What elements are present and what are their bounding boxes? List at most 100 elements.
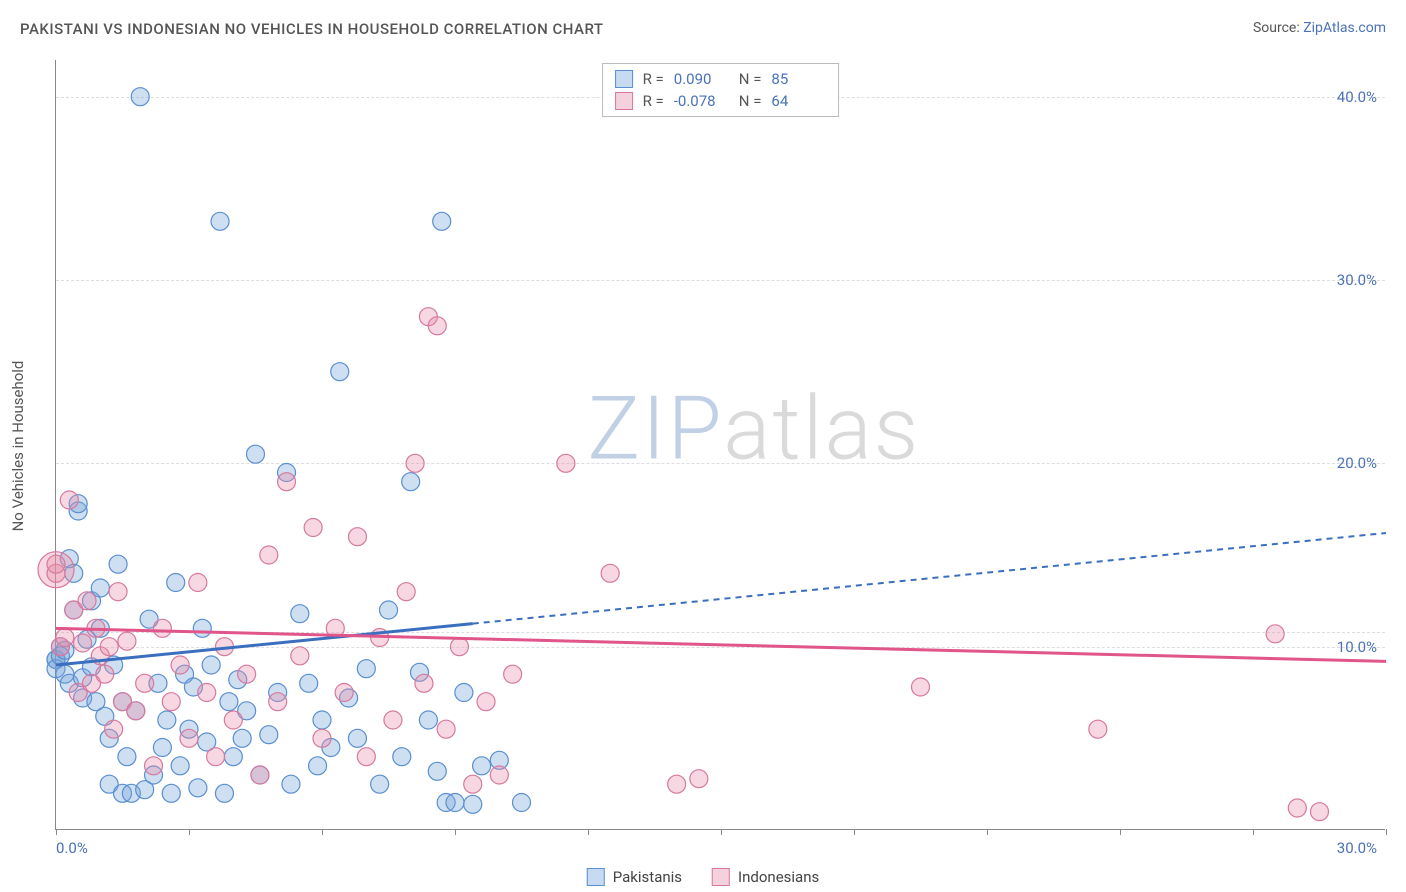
scatter-point bbox=[260, 726, 278, 744]
x-tick bbox=[1253, 829, 1254, 835]
scatter-point bbox=[504, 665, 522, 683]
scatter-point bbox=[393, 748, 411, 766]
source-prefix: Source: bbox=[1253, 20, 1303, 36]
scatter-point bbox=[335, 684, 353, 702]
plot-area: ZIPatlas 10.0%20.0%30.0%40.0% 0.0% 30.0%… bbox=[55, 60, 1385, 830]
scatter-point bbox=[131, 88, 149, 106]
scatter-point bbox=[477, 693, 495, 711]
scatter-point bbox=[260, 546, 278, 564]
source-link[interactable]: ZipAtlas.com bbox=[1303, 20, 1386, 36]
scatter-point bbox=[313, 711, 331, 729]
scatter-point bbox=[912, 678, 930, 696]
scatter-point bbox=[371, 775, 389, 793]
scatter-point bbox=[189, 574, 207, 592]
stat-N-indonesians: 64 bbox=[771, 92, 826, 110]
scatter-point bbox=[1089, 720, 1107, 738]
swatch-blue-icon bbox=[615, 70, 633, 88]
scatter-point bbox=[215, 784, 233, 802]
scatter-point bbox=[433, 212, 451, 230]
scatter-point bbox=[158, 711, 176, 729]
scatter-point bbox=[1311, 803, 1329, 821]
scatter-point bbox=[304, 519, 322, 537]
scatter-point bbox=[437, 720, 455, 738]
scatter-point bbox=[668, 775, 686, 793]
stat-R-label-2: R = bbox=[643, 92, 664, 110]
scatter-point bbox=[1288, 799, 1306, 817]
bottom-legend: Pakistanis Indonesians bbox=[587, 868, 819, 886]
scatter-point bbox=[269, 693, 287, 711]
scatter-point bbox=[224, 711, 242, 729]
stat-R-indonesians: -0.078 bbox=[674, 92, 729, 110]
x-tick bbox=[455, 829, 456, 835]
scatter-point bbox=[153, 739, 171, 757]
scatter-point bbox=[189, 779, 207, 797]
stats-row-indonesians: R = -0.078 N = 64 bbox=[615, 90, 827, 112]
scatter-point bbox=[446, 794, 464, 812]
stat-N-label-2: N = bbox=[739, 92, 762, 110]
scatter-point bbox=[397, 583, 415, 601]
legend-item-indonesians: Indonesians bbox=[712, 868, 819, 886]
swatch-pink-icon bbox=[615, 92, 633, 110]
scatter-point bbox=[455, 684, 473, 702]
scatter-point bbox=[251, 766, 269, 784]
x-tick bbox=[1120, 829, 1121, 835]
scatter-point bbox=[162, 784, 180, 802]
scatter-point bbox=[127, 702, 145, 720]
scatter-point bbox=[153, 619, 171, 637]
scatter-point bbox=[384, 711, 402, 729]
scatter-point bbox=[118, 632, 136, 650]
scatter-point bbox=[100, 638, 118, 656]
scatter-point bbox=[193, 619, 211, 637]
scatter-point bbox=[557, 454, 575, 472]
x-tick bbox=[1386, 829, 1387, 835]
swatch-pink-icon bbox=[712, 868, 730, 886]
stats-row-pakistanis: R = 0.090 N = 85 bbox=[615, 68, 827, 90]
scatter-point bbox=[291, 647, 309, 665]
scatter-point bbox=[300, 674, 318, 692]
legend-label-pakistanis: Pakistanis bbox=[613, 868, 682, 886]
x-tick-label-max: 30.0% bbox=[1337, 839, 1377, 857]
scatter-point bbox=[167, 574, 185, 592]
scatter-point bbox=[145, 757, 163, 775]
scatter-point bbox=[331, 363, 349, 381]
scatter-point bbox=[180, 729, 198, 747]
x-tick bbox=[189, 829, 190, 835]
scatter-point bbox=[78, 592, 96, 610]
swatch-blue-icon bbox=[587, 868, 605, 886]
scatter-point bbox=[207, 748, 225, 766]
stat-N-label: N = bbox=[739, 70, 762, 88]
scatter-point bbox=[56, 629, 74, 647]
scatter-point bbox=[109, 583, 127, 601]
scatter-point bbox=[450, 638, 468, 656]
scatter-point bbox=[428, 317, 446, 335]
x-tick bbox=[721, 829, 722, 835]
x-tick bbox=[987, 829, 988, 835]
scatter-point bbox=[464, 795, 482, 813]
scatter-point bbox=[513, 794, 531, 812]
stat-N-pakistanis: 85 bbox=[771, 70, 826, 88]
scatter-point bbox=[601, 564, 619, 582]
scatter-point bbox=[202, 656, 220, 674]
scatter-point bbox=[402, 473, 420, 491]
scatter-point bbox=[357, 748, 375, 766]
x-tick bbox=[322, 829, 323, 835]
scatter-point bbox=[118, 748, 136, 766]
stat-R-label: R = bbox=[643, 70, 664, 88]
scatter-point bbox=[220, 693, 238, 711]
scatter-point bbox=[109, 555, 127, 573]
scatter-point bbox=[428, 762, 446, 780]
scatter-point bbox=[60, 491, 78, 509]
scatter-point bbox=[171, 757, 189, 775]
scatter-point bbox=[278, 473, 296, 491]
scatter-point bbox=[406, 454, 424, 472]
scatter-point bbox=[490, 766, 508, 784]
scatter-point bbox=[96, 665, 114, 683]
scatter-point bbox=[348, 729, 366, 747]
scatter-svg bbox=[56, 60, 1385, 829]
scatter-point bbox=[309, 757, 327, 775]
scatter-point bbox=[224, 748, 242, 766]
x-tick bbox=[588, 829, 589, 835]
scatter-point bbox=[348, 528, 366, 546]
scatter-point bbox=[211, 212, 229, 230]
scatter-point bbox=[238, 665, 256, 683]
